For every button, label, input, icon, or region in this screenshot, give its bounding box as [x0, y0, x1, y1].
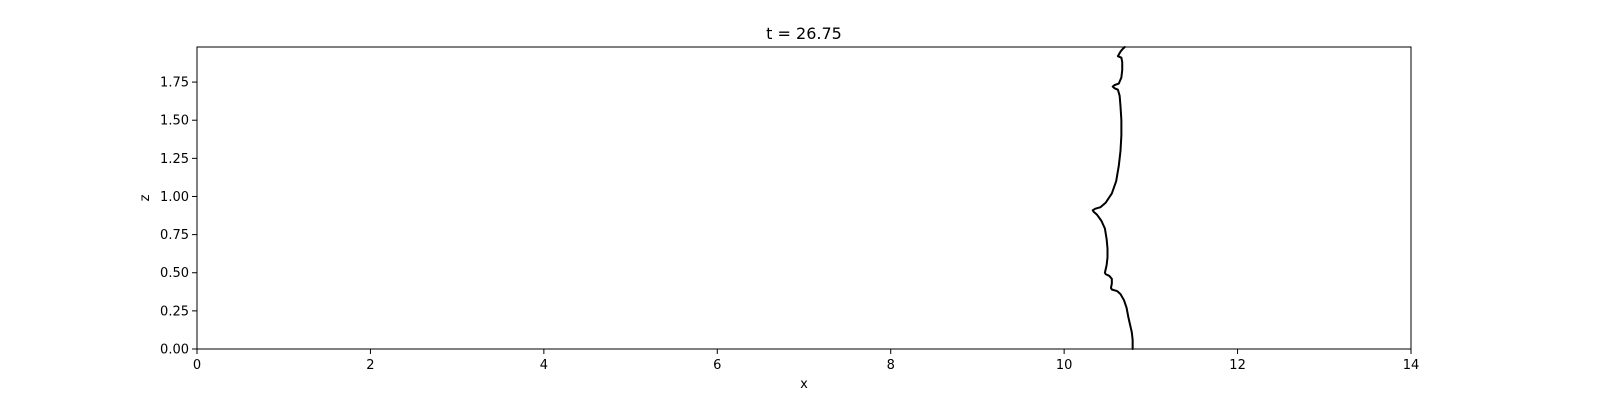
y-tick-label: 0.25	[160, 304, 189, 319]
plot-area: 0 2 4 6 8 10 12 14 0.00 0.25 0.50 0.75 1.00 1.25 1.50…	[160, 46, 1419, 373]
y-tick-label: 1.75	[160, 76, 189, 91]
series-layer	[1091, 46, 1134, 350]
y-tick-label: 0.00	[160, 343, 189, 358]
y-tick-label: 1.50	[160, 114, 189, 129]
y-axis-ticks: 0.00 0.25 0.50 0.75 1.00 1.25 1.50 1.75	[160, 76, 197, 358]
x-tick-label: 8	[887, 358, 895, 373]
y-axis-label: z	[138, 194, 153, 201]
x-tick-label: 2	[366, 358, 374, 373]
x-tick-label: 0	[193, 358, 201, 373]
interface-contour-line	[1091, 46, 1134, 350]
x-tick-label: 12	[1229, 358, 1246, 373]
chart-title: t = 26.75	[766, 24, 842, 43]
y-tick-label: 1.00	[160, 190, 189, 205]
y-tick-label: 1.25	[160, 152, 189, 167]
x-axis-label: x	[800, 377, 808, 392]
x-axis-ticks: 0 2 4 6 8 10 12 14	[193, 349, 1419, 373]
x-tick-label: 6	[713, 358, 721, 373]
x-tick-label: 14	[1403, 358, 1420, 373]
x-tick-label: 10	[1056, 358, 1073, 373]
y-tick-label: 0.50	[160, 266, 189, 281]
y-tick-label: 0.75	[160, 228, 189, 243]
x-tick-label: 4	[540, 358, 548, 373]
plot-frame	[196, 46, 1412, 350]
